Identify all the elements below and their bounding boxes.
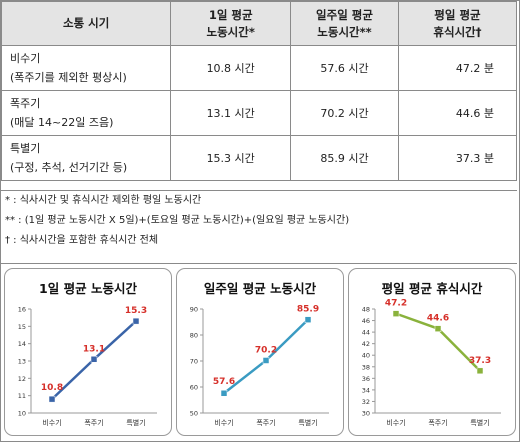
x-tick-label: 비수기 xyxy=(386,418,405,427)
y-tick-label: 30 xyxy=(362,410,370,418)
y-tick-label: 36 xyxy=(362,375,370,383)
data-point xyxy=(392,310,400,317)
header-daily-hours: 1일 평균 노동시간* xyxy=(170,1,292,46)
x-tick-label: 폭주기 xyxy=(428,418,447,427)
data-point xyxy=(262,357,270,364)
data-label: 10.8 xyxy=(41,383,63,393)
rest-cell: 44.6 분 xyxy=(397,90,518,136)
chart-title: 일주일 평균 노동시간 xyxy=(204,281,317,296)
period-cell: 비수기 (폭주기를 제외한 평상시) xyxy=(0,45,172,91)
x-tick-label: 특별기 xyxy=(298,418,317,427)
y-tick-label: 46 xyxy=(362,317,370,325)
data-label: 70.2 xyxy=(255,345,277,355)
x-tick-label: 비수기 xyxy=(214,418,233,427)
period-cell: 폭주기 (매달 14~22일 즈음) xyxy=(0,90,172,136)
period-cell: 특별기 (구정, 추석, 선거기간 등) xyxy=(0,135,172,181)
header-rest-time: 평일 평균 휴식시간† xyxy=(397,1,518,46)
y-tick-label: 42 xyxy=(362,340,370,348)
chart-rest-time: 평일 평균 휴식시간 30 32 34 36 38 40 42 44 46 48 비수기 폭주기 특별기 4… xyxy=(348,268,516,436)
daily-cell: 13.1 시간 xyxy=(170,90,292,136)
data-point xyxy=(434,325,442,332)
data-point xyxy=(304,316,312,323)
data-label: 57.6 xyxy=(213,377,235,387)
chart-weekly-hours: 일주일 평균 노동시간 50 60 70 80 90 비수기 폭주기 특별기 57.6 70.2 85… xyxy=(176,268,344,436)
y-tick-label: 12 xyxy=(18,375,26,383)
y-tick-label: 10 xyxy=(18,410,26,418)
y-tick-label: 50 xyxy=(190,410,198,418)
working-hours-table: 소통 시기 1일 평균 노동시간* 일주일 평균 노동시간** 평일 평균 휴식시간†… xyxy=(0,1,518,181)
y-tick-label: 14 xyxy=(18,340,26,348)
y-tick-label: 34 xyxy=(362,386,370,394)
data-point xyxy=(220,389,228,397)
footnote: ** : (1일 평균 노동시간 X 5일)+(토요일 평균 노동시간)+(일요… xyxy=(5,215,350,226)
x-tick-label: 비수기 xyxy=(42,418,61,427)
data-point xyxy=(48,395,56,403)
y-tick-label: 16 xyxy=(18,306,26,314)
y-tick-label: 11 xyxy=(18,392,26,400)
series-line xyxy=(223,318,309,395)
chart-title: 평일 평균 휴식시간 xyxy=(382,281,483,296)
rest-cell: 37.3 분 xyxy=(397,135,518,181)
weekly-cell: 57.6 시간 xyxy=(290,45,399,91)
header-weekly-hours: 일주일 평균 노동시간** xyxy=(290,1,399,46)
y-tick-label: 40 xyxy=(362,352,370,360)
y-tick-label: 80 xyxy=(190,332,198,340)
table-row: 폭주기 (매달 14~22일 즈음) 13.1 시간 70.2 시간 44.6 분 xyxy=(0,90,518,136)
table-header-row: 소통 시기 1일 평균 노동시간* 일주일 평균 노동시간** 평일 평균 휴식시간† xyxy=(0,1,518,46)
chart-svg: 평일 평균 휴식시간 30 32 34 36 38 40 42 44 46 48 비수기 폭주기 특별기 4… xyxy=(362,281,501,427)
data-label: 47.2 xyxy=(385,299,407,309)
x-tick-label: 특별기 xyxy=(470,418,489,427)
y-tick-label: 60 xyxy=(190,384,198,392)
y-tick-label: 70 xyxy=(190,358,198,366)
data-label: 15.3 xyxy=(125,306,147,316)
x-tick-label: 특별기 xyxy=(126,418,145,427)
y-tick-label: 44 xyxy=(362,329,370,337)
daily-cell: 15.3 시간 xyxy=(170,135,292,181)
y-tick-label: 38 xyxy=(362,363,370,371)
y-tick-label: 48 xyxy=(362,306,370,314)
chart-daily-hours: 1일 평균 노동시간 10 11 12 13 14 15 16 비수기 폭주기 특별기 10.8 13.… xyxy=(4,268,172,436)
chart-title: 1일 평균 노동시간 xyxy=(39,281,137,296)
header-period: 소통 시기 xyxy=(0,1,172,46)
footnotes: * : 식사시간 및 휴식시간 제외한 평일 노동시간 ** : (1일 평균 … xyxy=(1,190,517,264)
table-row: 특별기 (구정, 추석, 선거기간 등) 15.3 시간 85.9 시간 37.3… xyxy=(0,135,518,181)
footnote: † : 식사시간을 포함한 휴식시간 전체 xyxy=(5,235,159,246)
y-tick-label: 32 xyxy=(362,398,370,406)
y-tick-label: 13 xyxy=(18,358,26,366)
y-tick-label: 90 xyxy=(190,306,198,314)
data-label: 85.9 xyxy=(297,305,319,315)
y-tick-label: 15 xyxy=(18,323,26,331)
data-point xyxy=(476,367,484,375)
chart-svg: 1일 평균 노동시간 10 11 12 13 14 15 16 비수기 폭주기 특별기 10.8 13.… xyxy=(18,281,157,427)
data-label: 13.1 xyxy=(83,344,105,354)
weekly-cell: 70.2 시간 xyxy=(290,90,399,136)
table-row: 비수기 (폭주기를 제외한 평상시) 10.8 시간 57.6 시간 47.2 분 xyxy=(0,45,518,91)
chart-svg: 일주일 평균 노동시간 50 60 70 80 90 비수기 폭주기 특별기 57.6 70.2 85… xyxy=(190,281,329,427)
daily-cell: 10.8 시간 xyxy=(170,45,292,91)
weekly-cell: 85.9 시간 xyxy=(290,135,399,181)
data-label: 44.6 xyxy=(427,314,449,324)
x-tick-label: 폭주기 xyxy=(84,418,103,427)
footnote: * : 식사시간 및 휴식시간 제외한 평일 노동시간 xyxy=(5,195,202,206)
data-point xyxy=(90,356,98,363)
x-tick-label: 폭주기 xyxy=(256,418,275,427)
rest-cell: 47.2 분 xyxy=(397,45,518,91)
data-point xyxy=(132,317,140,325)
data-label: 37.3 xyxy=(469,356,491,366)
